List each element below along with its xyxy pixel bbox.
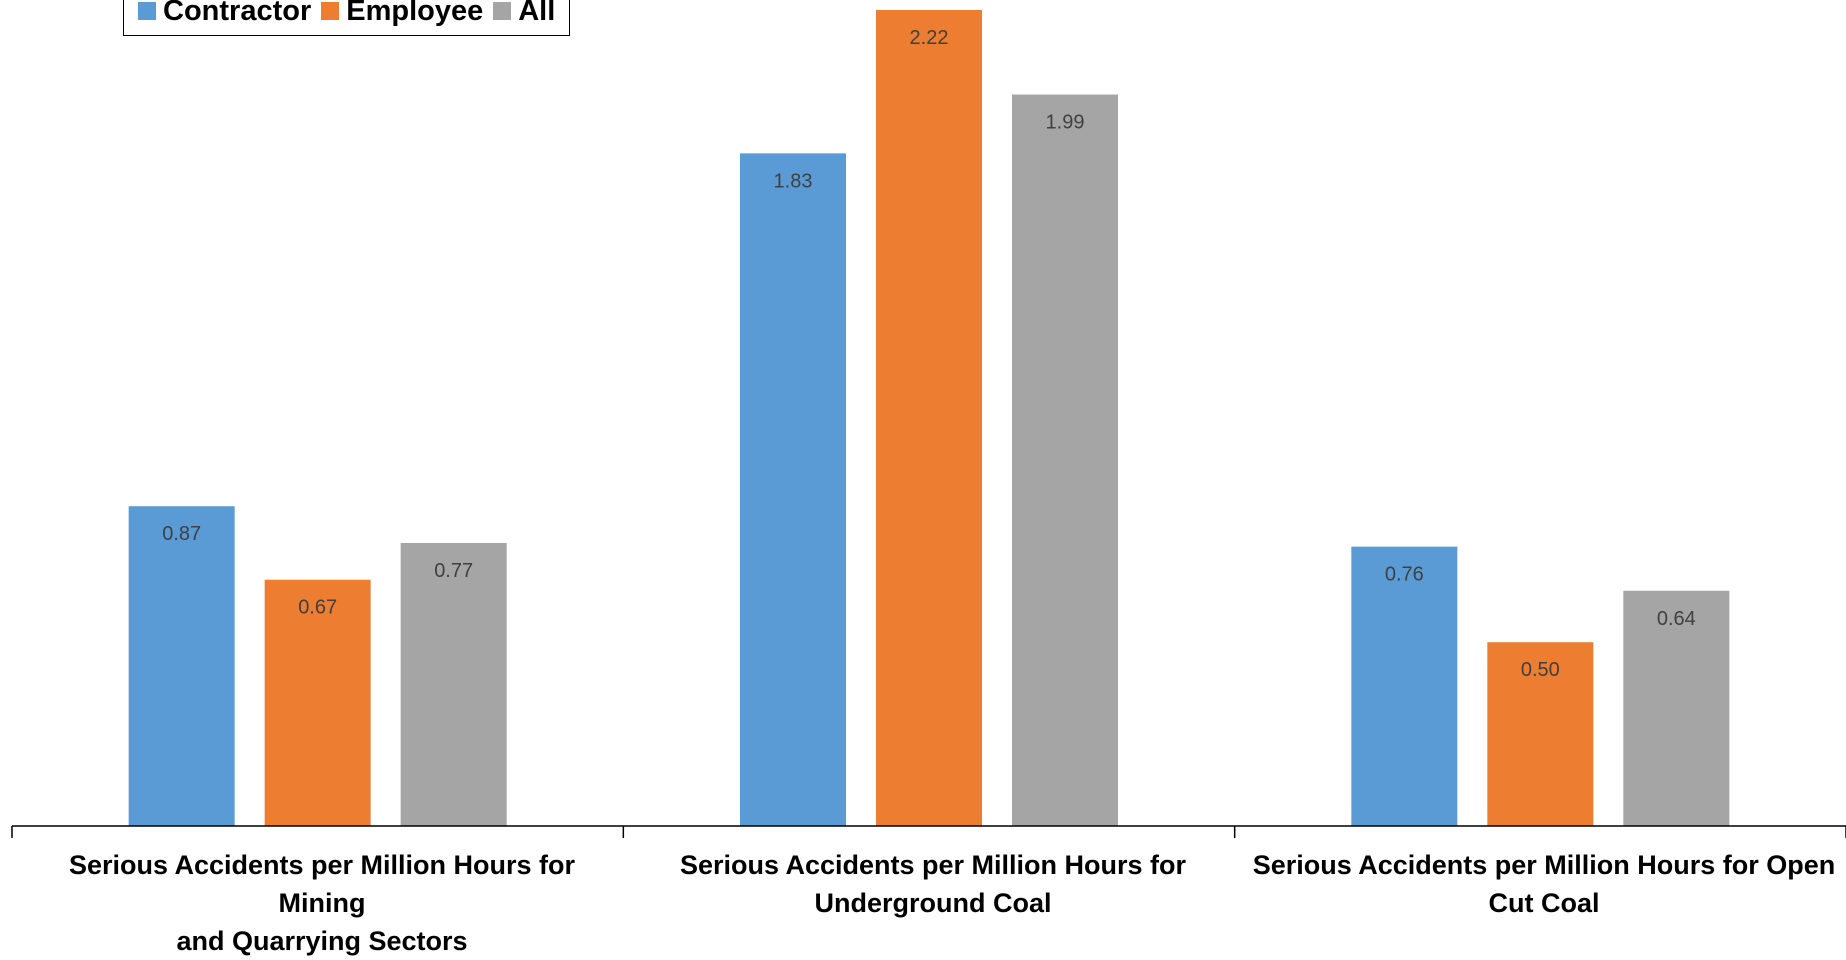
legend-label-all: All: [518, 0, 556, 27]
data-label-employee-open-cut-coal: 0.50: [1521, 659, 1560, 681]
category-label-open-cut-coal: Serious Accidents per Million Hours for …: [1252, 850, 1836, 918]
legend-item-all: All: [493, 0, 555, 28]
category-label-underground-coal: Serious Accidents per Million Hours for …: [679, 850, 1187, 918]
bar-chart: 0.87 0.67 0.77 1.83 2.22 1.99 0.76 0.50 0.64: [11, 10, 1846, 838]
bar-employee-open-cut-coal: [1487, 642, 1594, 826]
legend-label-contractor: Contractor: [163, 0, 312, 27]
bar-contractor-underground-coal: [740, 153, 846, 827]
legend-label-employee: Employee: [346, 0, 484, 27]
category-label-mining-quarrying: Serious Accidents per Million Hours for …: [68, 850, 576, 956]
data-label-contractor-open-cut-coal: 0.76: [1385, 564, 1424, 586]
data-label-employee-mining-quarrying: 0.67: [298, 597, 337, 619]
bar-all-open-cut-coal: [1623, 590, 1730, 826]
bar-employee-mining-quarrying: [264, 579, 371, 826]
bar-contractor-mining-quarrying: [128, 506, 235, 826]
bar-all-underground-coal: [1012, 94, 1118, 827]
legend-swatch-employee: [321, 2, 340, 20]
data-label-all-underground-coal: 1.99: [1046, 112, 1085, 134]
bar-contractor-open-cut-coal: [1351, 546, 1458, 826]
legend-item-employee: Employee: [321, 0, 483, 28]
legend-item-contractor: Contractor: [138, 0, 311, 28]
legend-swatch-contractor: [138, 2, 156, 20]
data-label-employee-underground-coal: 2.22: [910, 27, 949, 49]
data-label-all-open-cut-coal: 0.64: [1657, 608, 1696, 630]
data-label-contractor-underground-coal: 1.83: [774, 170, 813, 192]
legend: Contractor Employee All: [123, 0, 571, 36]
data-label-all-mining-quarrying: 0.77: [434, 560, 473, 582]
bar-employee-underground-coal: [876, 10, 982, 826]
bar-all-mining-quarrying: [400, 542, 507, 826]
data-label-contractor-mining-quarrying: 0.87: [162, 523, 201, 545]
legend-swatch-all: [493, 2, 512, 20]
